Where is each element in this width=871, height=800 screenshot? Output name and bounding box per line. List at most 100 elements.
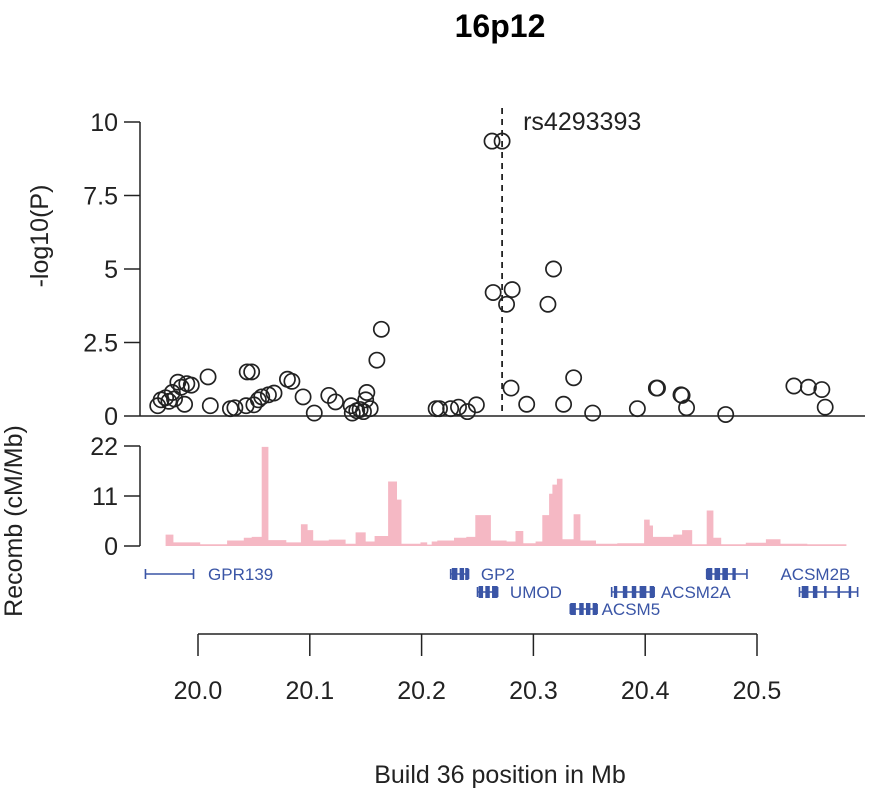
association-panel: 0 2.5 5 7.5 10 rs4293393	[83, 108, 865, 431]
snp-point	[539, 295, 557, 313]
snp-point	[493, 132, 511, 150]
y-axis-label-recombination: Recomb (cM/Mb)	[0, 425, 28, 617]
gene-label: ACSM2A	[661, 583, 732, 602]
snp-point	[799, 378, 817, 396]
snp-point	[545, 260, 562, 278]
gene-exon	[722, 568, 728, 580]
gene-label: UMOD	[510, 583, 562, 602]
gene-acsm2a: ACSM2A	[610, 583, 732, 602]
snp-point	[785, 377, 803, 395]
gene-exon	[732, 568, 736, 580]
snp-point	[199, 368, 217, 386]
snp-point	[816, 398, 834, 416]
snp-point	[169, 373, 187, 391]
snp-point	[555, 395, 573, 413]
snp-point	[518, 395, 536, 413]
gene-exon	[485, 586, 490, 598]
snp-point	[305, 404, 323, 422]
gene-exon	[706, 568, 713, 580]
snp-point	[201, 397, 219, 415]
gene-label: GP2	[481, 565, 515, 584]
gene-exon	[585, 603, 591, 615]
gene-label: GPR139	[208, 565, 273, 584]
snp-point	[182, 376, 200, 394]
y-tick-label-recombination: 22	[90, 433, 118, 461]
gene-exon	[492, 586, 498, 598]
snp-point	[294, 388, 312, 406]
recombination-rate-area	[165, 446, 847, 546]
gene-exon	[465, 568, 469, 580]
lead-snp-label: rs4293393	[523, 108, 641, 136]
gene-label: ACSM2B	[780, 565, 850, 584]
snp-point	[283, 372, 301, 390]
snp-point	[483, 132, 501, 150]
gene-exon	[639, 586, 647, 598]
chart-title: 16p12	[455, 8, 546, 44]
snp-point	[565, 369, 583, 387]
gene-exon	[812, 586, 818, 598]
snp-point	[372, 320, 390, 338]
y-tick-label-association: 10	[90, 109, 118, 137]
snp-point	[584, 404, 602, 422]
gene-exon	[570, 603, 576, 615]
snp-point	[673, 386, 691, 404]
snp-point	[678, 399, 696, 417]
gene-unlabeled	[798, 586, 859, 598]
gene-acsm2b: ACSM2B	[705, 565, 850, 584]
x-tick-label: 20.5	[733, 677, 782, 705]
y-tick-label-recombination: 0	[104, 533, 118, 561]
x-axis: 20.0 20.1 20.2 20.3 20.4 20.5	[174, 633, 782, 705]
snp-point	[467, 396, 485, 414]
gene-exon	[478, 586, 484, 598]
gene-exon	[837, 586, 840, 598]
x-tick-label: 20.1	[285, 677, 334, 705]
gene-gpr139: GPR139	[144, 565, 273, 584]
snp-point	[238, 363, 256, 381]
y-tick-label-association: 7.5	[83, 183, 118, 211]
y-tick-label-association: 0	[104, 403, 118, 431]
snp-point	[358, 384, 376, 401]
y-tick-label-association: 2.5	[83, 330, 118, 358]
x-tick-label: 20.4	[621, 677, 670, 705]
snp-point	[502, 379, 520, 397]
recombination-panel: 0 11 22	[90, 433, 847, 561]
gene-label: ACSM5	[602, 600, 661, 619]
snp-point	[717, 406, 735, 423]
x-axis-label: Build 36 position in Mb	[374, 761, 626, 789]
snp-point	[253, 388, 271, 406]
snp-point	[357, 391, 375, 409]
snp-point	[813, 381, 831, 398]
snp-point	[503, 281, 521, 299]
snp-point	[176, 395, 194, 413]
gene-exon	[579, 603, 584, 615]
x-tick-label: 20.0	[174, 677, 223, 705]
gene-exon	[592, 603, 598, 615]
snp-point	[361, 400, 379, 418]
y-tick-label-association: 5	[104, 256, 118, 284]
snp-point	[442, 400, 460, 418]
y-tick-label-recombination: 11	[92, 483, 118, 511]
snp-point	[484, 284, 502, 301]
gene-exon	[459, 568, 465, 580]
gene-exon	[714, 568, 721, 580]
snp-point	[265, 384, 283, 402]
snp-point	[249, 391, 267, 409]
snp-point	[172, 378, 190, 396]
snp-point	[450, 398, 467, 416]
gene-exon	[848, 586, 852, 598]
snp-point	[427, 400, 445, 418]
snp-point	[649, 379, 666, 397]
snp-point	[226, 399, 244, 417]
x-tick-label: 20.2	[397, 677, 446, 705]
snp-point	[243, 363, 261, 381]
gene-exon	[622, 586, 628, 598]
snp-point	[368, 351, 386, 369]
gene-acsm5: ACSM5	[569, 600, 661, 619]
gene-exon	[824, 586, 827, 598]
snp-point	[431, 400, 448, 418]
snp-point	[351, 401, 369, 418]
gene-exon	[613, 586, 618, 598]
snp-point	[327, 393, 344, 411]
